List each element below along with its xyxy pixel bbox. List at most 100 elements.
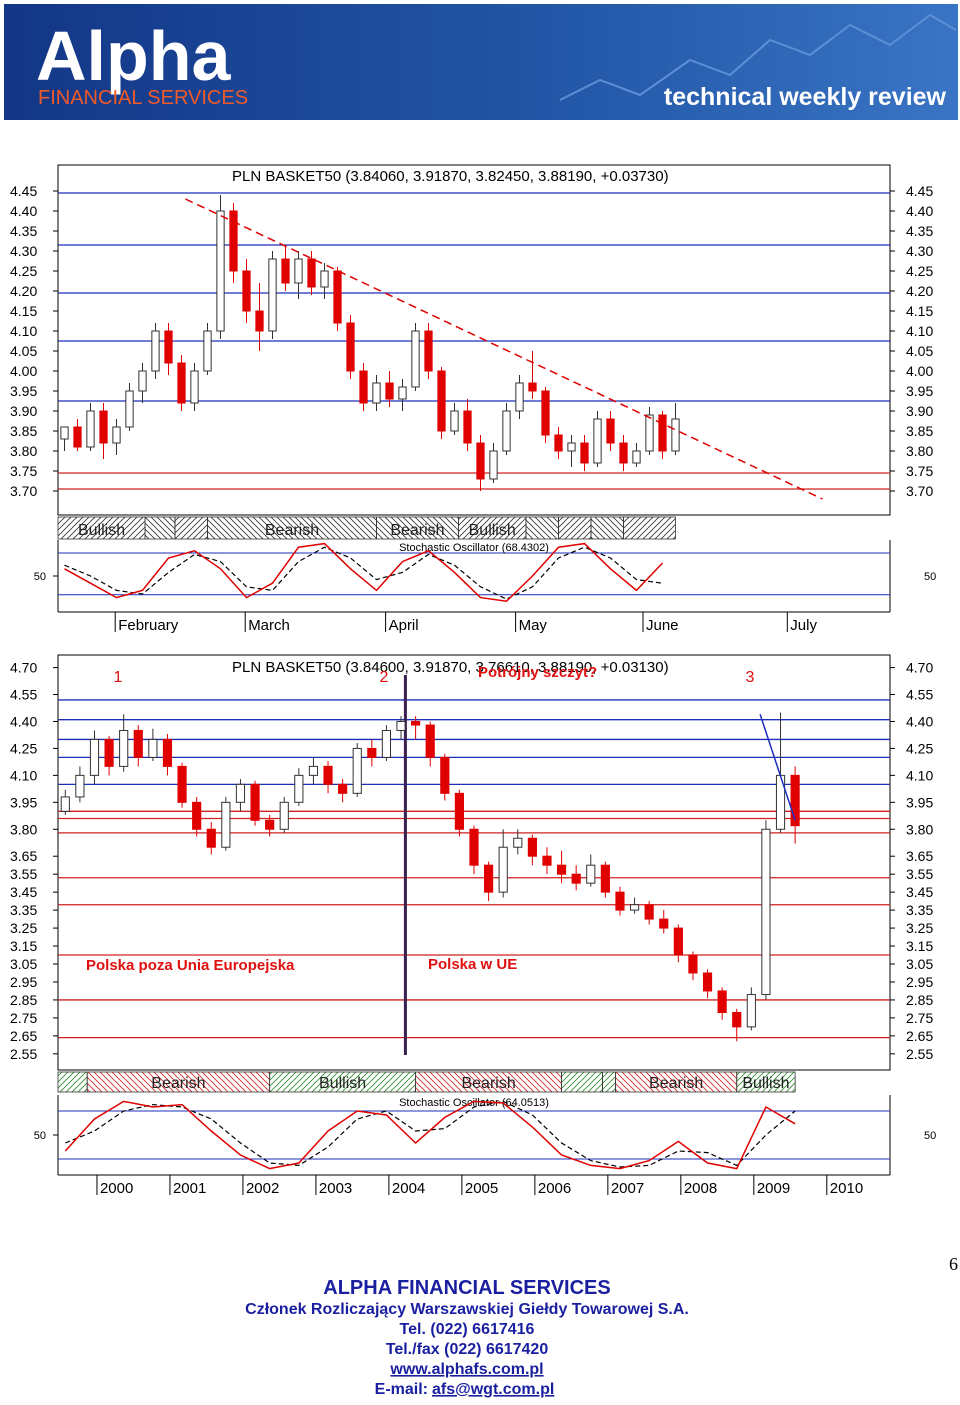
candle-body [86,410,95,448]
candle-body [659,918,669,929]
candle-body [73,426,82,448]
candle-body [632,450,641,464]
candle-body [177,765,187,803]
banner-decoration [559,13,957,101]
candle-body [484,864,494,893]
chart-title: PLN BASKET50 (3.84600, 3.91870, 3.76610,… [232,659,669,676]
candle-body [469,828,479,866]
candle-body [177,362,186,404]
footer-company: ALPHA FINANCIAL SERVICES [323,1277,610,1299]
y-tick-label: 3.55 [906,866,933,882]
candle-body [216,210,225,332]
candle-body [644,904,654,920]
candle-body [308,765,319,776]
x-tick-label: 2005 [465,1180,498,1197]
candle-body [554,434,563,452]
y-tick-label: 50 [924,1130,936,1142]
candle-body [600,864,610,893]
y-tick-label: 4.10 [10,767,37,783]
candle-body [164,330,173,364]
y-tick-label: 4.55 [10,687,37,703]
candle-body [645,414,654,452]
y-tick-label: 3.75 [10,463,37,479]
candle-body [593,418,602,464]
candle-body [235,783,246,803]
candle-body [206,828,216,848]
candle-body [528,382,537,392]
y-tick-label: 4.05 [906,343,933,359]
candle-body [437,370,446,432]
candle-body [346,322,355,372]
sentiment-label: Bullish [78,522,125,539]
candle-body [265,819,275,830]
candle-body [673,927,683,956]
candle-body [99,410,108,444]
candle-body [352,747,362,794]
y-tick-label: 3.75 [906,463,933,479]
y-tick-label: 4.25 [906,740,933,756]
candle-body [606,418,615,444]
candle-body [580,442,589,464]
y-tick-label: 2.85 [906,992,933,1008]
y-tick-label: 2.55 [10,1046,37,1062]
sentiment-label: Bearish [461,1075,515,1092]
oscillator-title: Stochastic Oscillator (68.4302) [399,542,549,554]
y-tick-label: 2.85 [10,992,37,1008]
y-tick-label: 3.90 [10,403,37,419]
sentiment-segment [57,1071,88,1093]
y-tick-label: 3.15 [906,938,933,954]
oscillator-title: Stochastic Oscillator (64.0513) [399,1097,549,1109]
y-tick-label: 2.95 [906,974,933,990]
candle-body [279,801,289,830]
x-tick-label: 2006 [538,1180,571,1197]
y-tick-label: 3.80 [906,821,933,837]
candle-body [498,846,508,893]
candle-body [790,774,800,827]
candle-body [615,891,625,911]
y-tick-label: 3.05 [906,956,933,972]
candle-body [281,258,290,284]
candle-body [125,390,134,428]
annotation: 1 [114,669,123,686]
candle-body [60,796,70,812]
y-tick-label: 3.25 [10,920,37,936]
y-tick-label: 4.35 [906,223,933,239]
y-tick-label: 4.30 [10,243,37,259]
candle-body [398,386,407,400]
candle-body [333,270,342,324]
sentiment-label: Bullish [742,1075,789,1092]
sentiment-label: Bearish [390,522,444,539]
banner-background [4,4,958,120]
oscillator-k-line [64,542,664,602]
y-tick-label: 4.55 [906,687,933,703]
annotation: Potrójny szczyt? [478,664,597,681]
footer-tel: Tel. (022) 6617416 [400,1321,535,1338]
footer-email[interactable]: afs@wgt.com.pl [432,1381,554,1398]
candle-body [133,729,143,758]
x-tick-label: 2009 [757,1180,790,1197]
x-tick-label: February [118,617,179,634]
x-tick-label: 2002 [246,1180,279,1197]
candle-body [359,370,368,404]
x-tick-label: May [519,617,548,634]
x-tick-label: 2010 [830,1180,863,1197]
y-tick-label: 4.70 [906,660,933,676]
candle-body [513,837,523,848]
x-tick-label: June [646,617,679,634]
sentiment-label: Bullish [469,522,516,539]
x-tick-label: April [389,617,419,634]
y-tick-label: 2.75 [906,1010,933,1026]
page-number: 6 [949,1254,958,1274]
y-tick-label: 4.05 [10,343,37,359]
candle-body [148,738,158,758]
y-tick-label: 4.70 [10,660,37,676]
footer-www[interactable]: www.alphafs.com.pl [389,1361,543,1378]
sentiment-segment [558,516,592,540]
candle-body [307,258,316,288]
sentiment-label: Bearish [265,522,319,539]
candle-body [542,855,552,866]
x-tick-label: 2001 [173,1180,206,1197]
candle-body [229,210,238,272]
candle-body [440,756,450,794]
y-tick-label: 3.90 [906,403,933,419]
